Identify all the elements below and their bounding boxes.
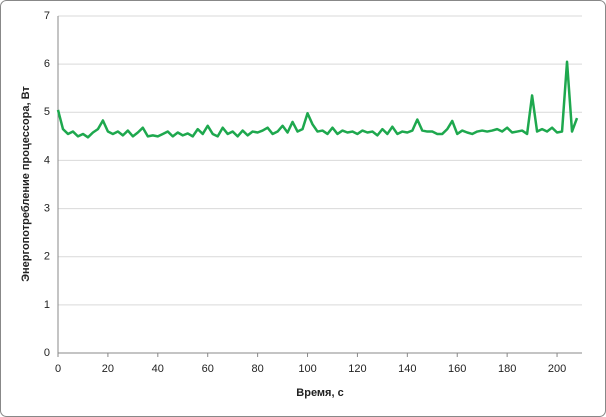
x-tick-label: 40 [152,363,164,375]
x-tick-label: 180 [498,363,516,375]
y-tick-label: 3 [44,202,50,214]
x-tick-label: 120 [348,363,366,375]
x-tick-label: 200 [548,363,566,375]
y-tick-label: 4 [44,154,50,166]
x-axis-label: Время, с [296,387,343,399]
y-tick-label: 2 [44,251,50,263]
y-tick-label: 5 [44,106,50,118]
data-line [56,60,579,139]
y-tick-label: 6 [44,58,50,70]
y-tick-label: 1 [44,299,50,311]
x-tick-label: 140 [398,363,416,375]
x-tick-label: 20 [102,363,114,375]
y-tick-label: 7 [44,10,50,22]
x-tick-label: 160 [448,363,466,375]
x-tick-label: 80 [251,363,263,375]
y-tick-label: 0 [44,347,50,359]
x-tick-label: 0 [55,363,61,375]
x-tick-label: 100 [298,363,316,375]
y-axis-label: Энергопотребление процессора, Вт [20,86,32,282]
x-tick-label: 60 [202,363,214,375]
